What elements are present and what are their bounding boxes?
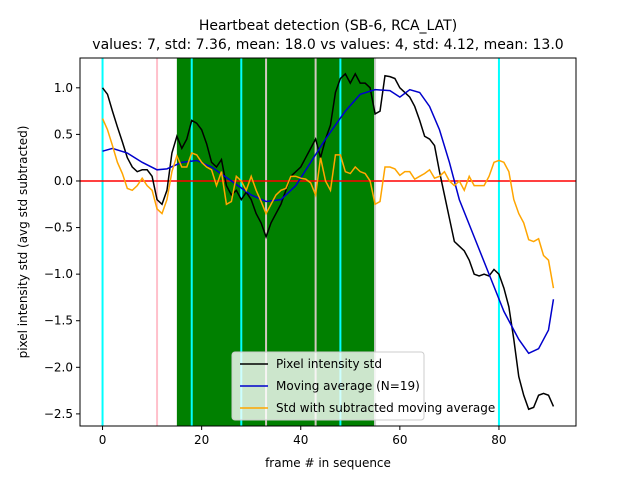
series-line bbox=[102, 88, 555, 355]
series-line bbox=[101, 118, 555, 289]
plot-area bbox=[80, 58, 576, 426]
y-tick-label: 1.0 bbox=[54, 81, 73, 95]
x-tick-label: 60 bbox=[392, 433, 407, 447]
legend-label: Std with subtracted moving average bbox=[276, 401, 495, 415]
y-tick-label: 0.0 bbox=[54, 174, 73, 188]
y-axis-label: pixel intensity std (avg std subtracted) bbox=[16, 126, 30, 359]
y-tick-label: −1.0 bbox=[44, 267, 73, 281]
legend-label: Moving average (N=19) bbox=[276, 379, 420, 393]
x-tick-label: 80 bbox=[491, 433, 506, 447]
chart-title: Heartbeat detection (SB-6, RCA_LAT) bbox=[199, 18, 457, 34]
x-axis-label: frame # in sequence bbox=[265, 456, 391, 470]
axes-frame bbox=[79, 57, 577, 427]
y-tick-label: 0.5 bbox=[54, 127, 73, 141]
x-tick-label: 20 bbox=[194, 433, 209, 447]
legend-label: Pixel intensity std bbox=[276, 357, 382, 371]
chart-subtitle: values: 7, std: 7.36, mean: 18.0 vs valu… bbox=[92, 37, 563, 53]
y-tick-label: −2.5 bbox=[44, 407, 73, 421]
series-line bbox=[101, 72, 555, 411]
y-tick-label: −1.5 bbox=[44, 314, 73, 328]
legend-box bbox=[231, 351, 425, 421]
x-tick-label: 40 bbox=[293, 433, 308, 447]
y-tick-label: −2.0 bbox=[44, 360, 73, 374]
x-tick-label: 0 bbox=[99, 433, 107, 447]
y-tick-label: −0.5 bbox=[44, 221, 73, 235]
